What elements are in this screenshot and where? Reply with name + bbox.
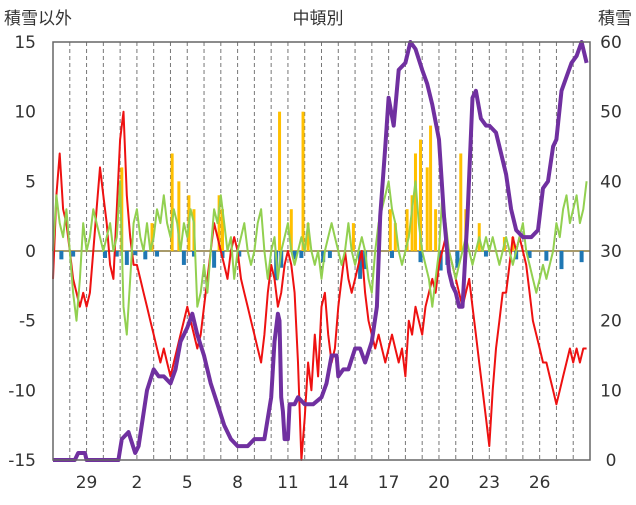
x-tick-label: 2 [131, 473, 142, 493]
right-tick-label: 30 [600, 242, 622, 262]
snow-change-bar [292, 251, 297, 260]
precipitation-bar [413, 153, 417, 251]
precipitation-bar [306, 223, 310, 251]
snow-change-bar [579, 251, 584, 263]
snow-change-bar [544, 251, 549, 261]
precipitation-bar [434, 209, 438, 251]
lines-layer [52, 40, 589, 462]
left-axis-title: 積雪以外 [4, 9, 72, 29]
x-tick-label: 17 [378, 473, 400, 493]
snow-change-bar [212, 251, 217, 268]
precipitation-bar [220, 209, 224, 251]
snow-change-bar [321, 251, 326, 263]
precipitation-bar [177, 181, 181, 251]
precipitation-bar [170, 153, 174, 251]
snow-change-bar [191, 251, 196, 257]
precipitation-bar [393, 223, 397, 251]
left-tick-label: 15 [14, 33, 36, 53]
plot-frame [52, 41, 591, 461]
precipitation-bar [388, 209, 392, 251]
precipitation-bar [429, 125, 433, 251]
snow-change-bar [155, 251, 160, 257]
snow-change-bar [237, 251, 242, 257]
right-tick-label: 0 [606, 451, 617, 471]
right-tick-label: 20 [600, 312, 622, 332]
precipitation-bar [150, 223, 154, 251]
snow-change-bar [71, 251, 76, 257]
right-tick-label: 40 [600, 172, 622, 192]
chart-title: 中頓別 [293, 9, 344, 29]
x-tick-label: 8 [232, 473, 243, 493]
precipitation-bar [278, 111, 282, 252]
precipitation-bar [217, 195, 221, 251]
precipitation-bar [425, 167, 429, 251]
x-tick-label: 11 [277, 473, 299, 493]
snow-depth-line [53, 40, 589, 462]
precipitation-bar [301, 111, 305, 252]
snow-change-bar [279, 251, 284, 268]
precipitation-bar [405, 209, 409, 251]
snow-change-bar [133, 251, 138, 256]
precipitation-bar [289, 209, 293, 251]
left-tick-label: -5 [19, 312, 36, 332]
snow-change-bar [124, 251, 129, 265]
precipitation-bar [419, 139, 423, 251]
left-tick-label: 0 [25, 242, 36, 262]
left-tick-label: -15 [8, 451, 36, 471]
x-tick-label: 14 [327, 473, 349, 493]
snow-change-bar [389, 251, 394, 258]
snow-change-bar [559, 251, 564, 270]
precipitation-bar [351, 223, 355, 251]
right-tick-label: 10 [600, 381, 622, 401]
right-axis-title: 積雪 [598, 9, 632, 29]
snow-change-bar [103, 251, 108, 258]
snow-change-bar [59, 251, 64, 260]
x-tick-label: 29 [76, 473, 98, 493]
snow-change-bar [299, 251, 304, 258]
right-tick-label: 50 [600, 103, 622, 123]
left-tick-label: 10 [14, 103, 36, 123]
snow-change-bar [455, 251, 460, 268]
x-tick-label: 5 [182, 473, 193, 493]
temperature-change-line [52, 180, 588, 336]
left-tick-label: -10 [8, 381, 36, 401]
snow-change-bar [181, 251, 186, 265]
temperature-line [52, 110, 587, 461]
precipitation-bar [459, 153, 463, 251]
snow-change-bar [363, 251, 368, 270]
snow-change-bar [418, 251, 423, 263]
right-tick-label: 60 [600, 33, 622, 53]
x-tick-label: 20 [428, 473, 450, 493]
snow-change-bar [527, 251, 532, 258]
snow-change-bar [143, 251, 148, 260]
snow-change-bar [483, 251, 488, 257]
snow-change-bar [114, 251, 119, 257]
left-tick-label: 5 [25, 172, 36, 192]
snow-change-bar [327, 251, 332, 258]
snow-change-bar [358, 251, 363, 279]
precipitation-bar [410, 195, 414, 251]
x-tick-label: 26 [529, 473, 551, 493]
x-tick-label: 23 [478, 473, 500, 493]
